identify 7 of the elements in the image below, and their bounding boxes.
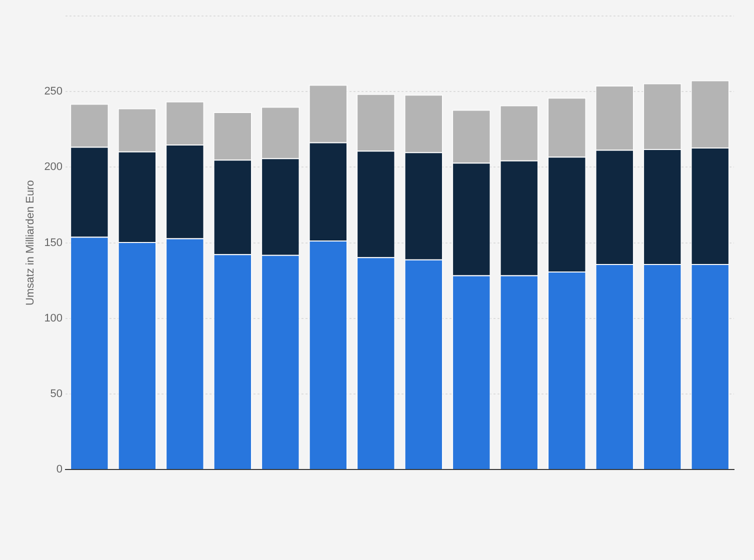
y-tick-label: 50 xyxy=(50,388,63,400)
y-tick-label: 150 xyxy=(44,236,63,249)
y-tick-label: 100 xyxy=(44,312,63,324)
y-axis-title: Umsatz in Milliarden Euro xyxy=(24,180,37,306)
y-tick-label: 250 xyxy=(44,86,63,98)
y-tick-label: 200 xyxy=(44,161,63,174)
y-tick-label: 0 xyxy=(56,464,63,476)
